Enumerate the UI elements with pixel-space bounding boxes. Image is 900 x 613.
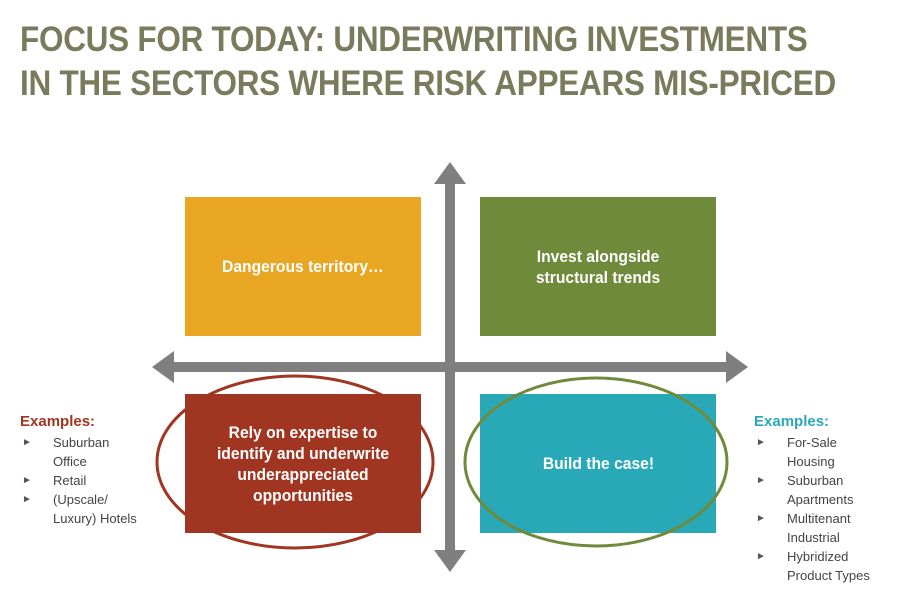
list-item: ► Hybridized Product Types <box>756 549 870 583</box>
bullet-arrow-icon: ► <box>756 475 766 486</box>
quadrant-dangerous-territory: Dangerous territory… <box>185 197 421 336</box>
axis-arrow-left-icon <box>152 351 174 383</box>
bullet-arrow-icon: ► <box>22 494 32 505</box>
examples-left-list: ► Suburban Office ► Retail ► (Upscale/ Luxu… <box>20 433 170 528</box>
page-title: FOCUS FOR TODAY: UNDERWRITING INVESTMENT… <box>20 18 836 106</box>
horizontal-axis <box>172 362 728 372</box>
quadrant-build-the-case: Build the case! <box>480 394 716 533</box>
axis-arrow-up-icon <box>434 162 466 184</box>
title-line-2: IN THE SECTORS WHERE RISK APPEARS MIS-PR… <box>20 64 836 103</box>
list-item: ► Suburban Apartments <box>756 473 854 507</box>
examples-right: Examples: ► For-Sale Housing ► Suburban Ap… <box>754 412 894 585</box>
quadrant-bottom-right-label: Build the case! <box>542 454 654 473</box>
examples-left: Examples: ► Suburban Office ► Retail ► (Ups… <box>20 412 170 528</box>
bullet-arrow-icon: ► <box>22 437 32 448</box>
list-item: ► Suburban Office <box>22 435 110 469</box>
axis-arrow-right-icon <box>726 351 748 383</box>
quadrant-top-left-label: Dangerous territory… <box>222 257 384 276</box>
list-item: ► For-Sale Housing <box>756 435 837 469</box>
quadrant-structural-trends: Invest alongside structural trends <box>480 197 716 336</box>
quadrant-rely-on-expertise: Rely on expertise to identify and underw… <box>185 394 421 533</box>
examples-right-list: ► For-Sale Housing ► Suburban Apartments ►… <box>754 433 894 585</box>
list-item: ► Multitenant Industrial <box>756 511 851 545</box>
title-line-1: FOCUS FOR TODAY: UNDERWRITING INVESTMENT… <box>20 20 808 59</box>
examples-right-heading: Examples: <box>754 413 830 430</box>
axis-arrow-down-icon <box>434 550 466 572</box>
quadrant-top-right-label: Invest alongside structural trends <box>535 246 661 287</box>
bullet-arrow-icon: ► <box>756 437 766 448</box>
bullet-arrow-icon: ► <box>756 551 766 562</box>
bullet-arrow-icon: ► <box>22 475 32 486</box>
list-item: ► Retail <box>22 473 87 488</box>
quadrant-bottom-left-label: Rely on expertise to identify and underw… <box>216 422 390 505</box>
bullet-arrow-icon: ► <box>756 513 766 524</box>
list-item: ► (Upscale/ Luxury) Hotels <box>22 492 137 526</box>
examples-left-heading: Examples: <box>20 413 96 430</box>
